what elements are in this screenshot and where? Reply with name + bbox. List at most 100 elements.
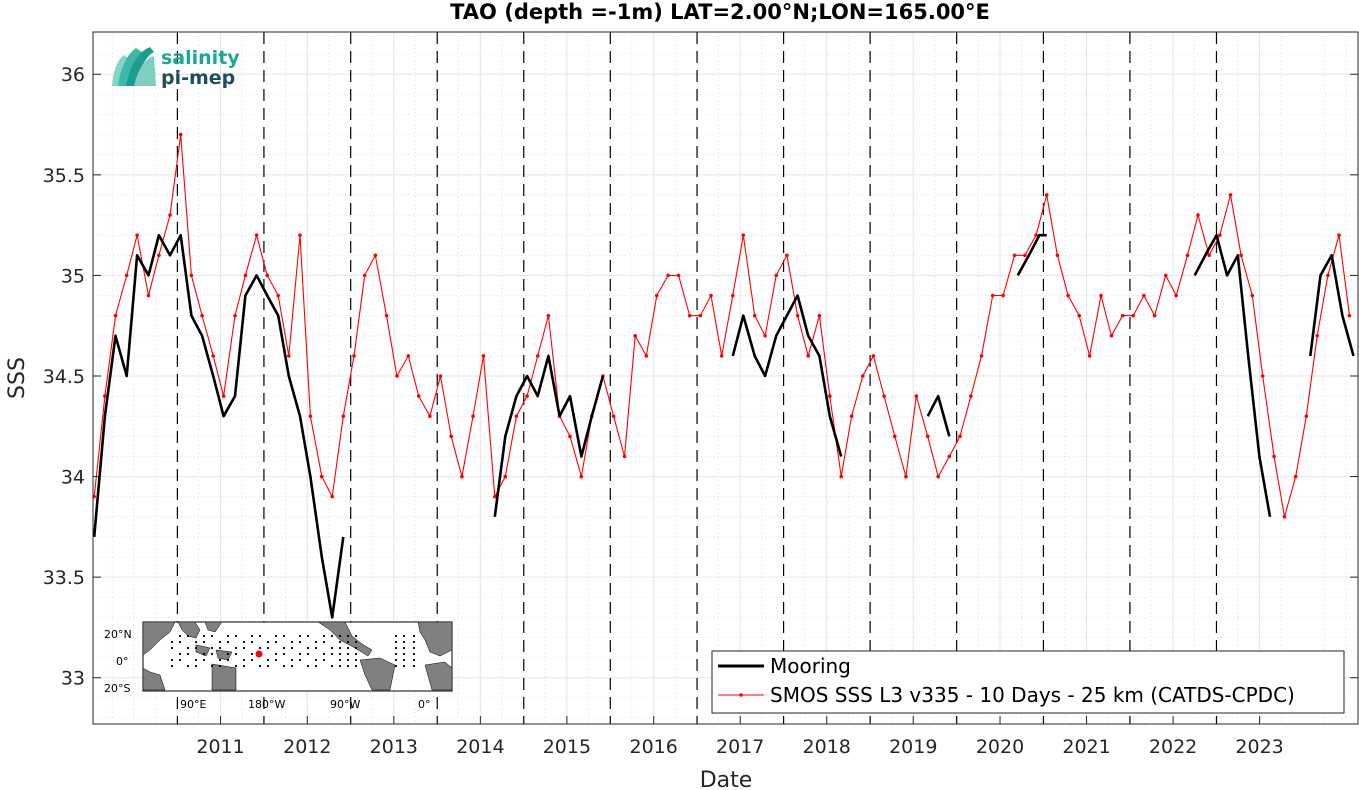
inset-map-site-dot [194,640,198,644]
smos-point [438,374,443,378]
inset-map-site-dot [322,640,326,644]
smos-point [1012,253,1017,258]
x-tick-label: 2019 [889,736,937,758]
smos-point [276,293,280,298]
y-tick-label: 33.5 [43,567,85,589]
smos-point [817,313,822,318]
inset-map-site-dot [218,640,222,644]
smos-point [904,474,908,479]
smos-point [839,474,843,479]
inset-map-site-dot [306,646,310,650]
inset-map-site-dot [226,640,230,644]
year-marker-lines [176,32,1218,724]
inset-map-site-dot [346,664,350,668]
inset-map-site-dot [226,658,230,662]
y-tick-label: 34.5 [43,366,85,388]
inset-map-site-dot [354,664,358,668]
smos-point [211,354,215,358]
inset-map-site-dot [402,652,406,656]
inset-map-site-dot [412,634,416,638]
inset-map-site-dot [402,658,406,662]
inset-map-site-dot [170,646,174,650]
smos-point [319,474,324,479]
smos-point [990,293,995,298]
smos-point [568,434,572,439]
inset-map-site-dot [394,634,398,638]
smos-point [514,414,519,419]
inset-map-site-dot [338,646,342,650]
smos-point [828,394,832,398]
x-tick-label: 2013 [370,736,418,758]
smos-point [979,354,984,358]
y-tick-label: 35.5 [43,165,85,187]
inset-map-site-dot [298,652,302,656]
mooring-line-segment [731,294,843,457]
smos-point [1337,233,1341,237]
inset-map-site-dot [178,658,182,662]
inset-map-site-dot [210,652,214,656]
inset-map-site-dot [346,658,350,662]
inset-lat-tick: 0° [116,655,129,668]
inset-map-site-dot [330,634,334,638]
inset-map-site-dot [242,646,246,650]
inset-map-site-dot [186,646,190,650]
inset-lon-tick: 180°W [248,698,285,711]
inset-map-site-dot [194,646,198,650]
inset-map-mooring-marker [255,650,263,658]
inset-lon-tick: 90°E [180,698,206,711]
smos-point [243,273,248,278]
smos-point [806,354,811,358]
x-axis-label: Date [700,768,753,790]
smos-point [698,313,703,318]
inset-map-site-dot [338,652,342,656]
inset-map-site-dot [298,640,302,644]
inset-map-site-dot [210,646,214,650]
smos-point [1293,474,1298,479]
inset-map: 20°N 0° 20°S 90°E 180°W 90°W 0° [104,621,453,711]
inset-map-site-dot [266,664,270,668]
smos-point [1163,273,1168,278]
smos-point [373,253,378,258]
smos-point [731,293,735,298]
smos-point [1228,193,1233,197]
inset-map-site-dot [394,664,398,668]
inset-map-site-dot [354,652,358,656]
smos-point [1347,313,1352,318]
inset-map-site-dot [330,652,334,656]
chart-legend: Mooring SMOS SSS L3 v335 - 10 Days - 25 … [711,650,1345,714]
smos-point [362,273,367,278]
inset-map-site-dot [186,664,190,668]
inset-map-site-dot [266,658,270,662]
legend-label-smos: SMOS SSS L3 v335 - 10 Days - 25 km (CATD… [770,683,1295,707]
inset-map-site-dot [282,652,286,656]
inset-map-site-dot [258,634,262,638]
inset-map-site-dot [218,658,222,662]
inset-map-site-dot [394,658,398,662]
smos-point [1217,233,1222,237]
inset-map-site-dot [306,664,310,668]
inset-map-site-dot [202,652,206,656]
smos-point [1196,213,1200,217]
smos-point [1207,253,1211,258]
mooring-line-segment [493,354,605,517]
smos-point [1315,333,1320,338]
smos-point [969,394,973,398]
smos-point [178,132,183,137]
salinity-pimep-logo: salinity pi-mep [112,47,240,89]
smos-point [287,354,291,358]
smos-point [449,434,454,439]
inset-map-site-dot [218,664,222,668]
logo-waves-icon [112,47,156,86]
smos-point [644,354,649,358]
smos-point [254,233,259,237]
x-tick-label: 2020 [976,736,1024,758]
mooring-line-segment [1309,254,1355,357]
smos-point [871,354,876,358]
smos-point [330,494,335,499]
mooring-line-segment [1016,233,1047,277]
smos-point [1034,233,1038,237]
inset-map-site-dot [290,646,294,650]
legend-box [711,650,1345,714]
inset-map-site-dot [322,658,326,662]
